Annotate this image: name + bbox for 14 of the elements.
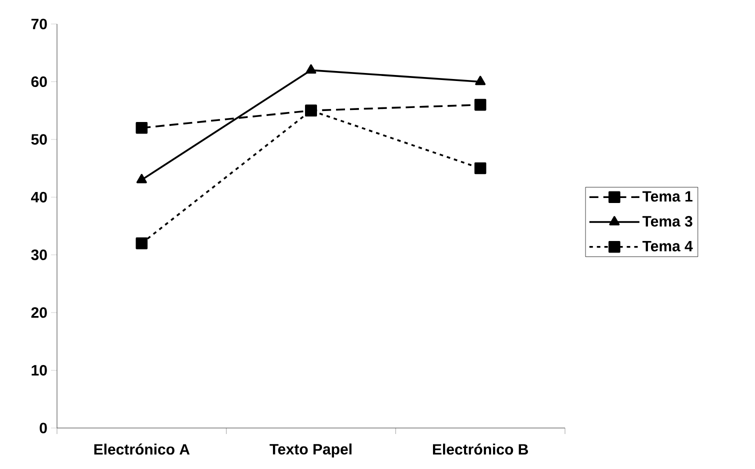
x-tick-label: Electrónico A	[94, 444, 190, 455]
y-tick-label: 20	[31, 307, 47, 318]
y-tick-label: 30	[31, 250, 47, 260]
x-tick-label: Electrónico B	[432, 444, 528, 455]
y-tick-label: 40	[31, 192, 47, 202]
y-tick-label: 50	[31, 134, 47, 145]
legend-label: Tema 3	[642, 216, 692, 227]
y-tick-label: 10	[32, 364, 47, 376]
legend-label: Tema 1	[642, 191, 692, 202]
y-tick-label: 60	[31, 76, 47, 88]
x-tick-label: Texto Papel	[270, 444, 352, 458]
legend-label: Tema 4	[642, 240, 693, 252]
y-tick-label: 0	[40, 422, 47, 434]
y-tick-label: 70	[31, 18, 47, 30]
